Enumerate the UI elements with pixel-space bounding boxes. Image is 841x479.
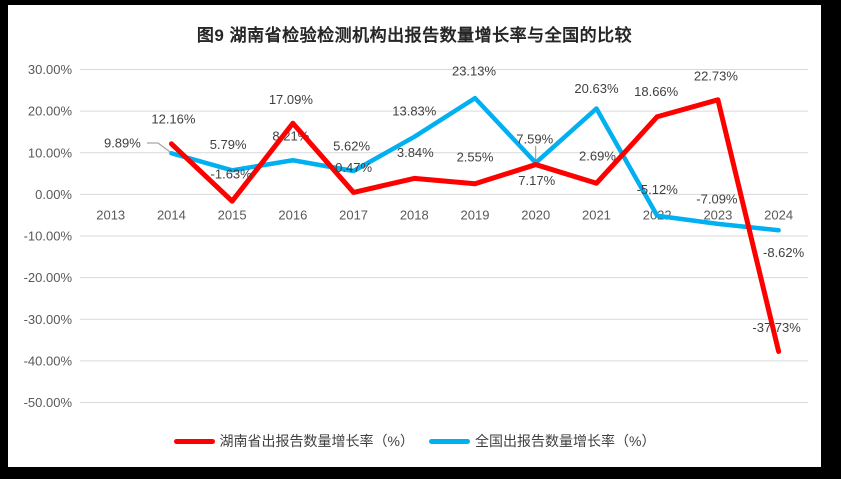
y-axis-label: -30.00% <box>24 312 73 327</box>
data-label: -5.12% <box>637 182 679 197</box>
x-axis-label: 2015 <box>218 208 247 223</box>
data-label: 5.79% <box>210 137 247 152</box>
x-axis-label: 2018 <box>400 208 429 223</box>
y-axis-label: 10.00% <box>28 145 73 160</box>
legend: 湖南省出报告数量增长率（%） 全国出报告数量增长率（%） <box>8 431 821 451</box>
x-axis-label: 2023 <box>703 208 732 223</box>
x-axis-label: 2020 <box>521 208 550 223</box>
legend-label-national: 全国出报告数量增长率（%） <box>475 433 656 449</box>
data-label: 20.63% <box>574 81 619 96</box>
y-axis-label: -20.00% <box>24 270 73 285</box>
x-axis-label: 2019 <box>461 208 490 223</box>
y-axis-label: -50.00% <box>24 395 73 410</box>
data-label: 22.73% <box>694 68 739 83</box>
legend-swatch-hunan-icon <box>173 438 215 444</box>
data-label: 0.47% <box>335 160 372 175</box>
data-label: 13.83% <box>392 103 437 118</box>
data-label: -1.63% <box>211 167 253 182</box>
x-axis-label: 2021 <box>582 208 611 223</box>
series-line-hunan[interactable] <box>168 97 782 354</box>
data-label: -7.09% <box>696 191 738 206</box>
data-label: 2.55% <box>457 149 494 164</box>
x-axis-label: 2013 <box>96 208 125 223</box>
y-axis-label: -40.00% <box>24 353 73 368</box>
data-label: 7.59% <box>516 131 553 146</box>
data-label: 9.89% <box>104 136 141 151</box>
data-label: 5.62% <box>333 139 370 154</box>
legend-item-hunan[interactable]: 湖南省出报告数量增长率（%） <box>173 431 414 451</box>
legend-swatch-national-icon <box>429 438 470 444</box>
y-axis-label: 30.00% <box>28 62 73 77</box>
data-label: 18.66% <box>634 84 679 99</box>
x-axis-label: 2024 <box>764 208 793 223</box>
data-label: 17.09% <box>269 92 314 107</box>
data-label: -37.73% <box>752 320 801 335</box>
legend-item-national[interactable]: 全国出报告数量增长率（%） <box>429 431 655 451</box>
y-axis-label: 20.00% <box>28 104 73 119</box>
data-label: 23.13% <box>452 64 497 79</box>
label-leader-line <box>147 142 171 153</box>
data-label: 3.84% <box>397 145 434 160</box>
data-label: 2.69% <box>579 149 616 164</box>
y-axis-label: -10.00% <box>24 229 73 244</box>
x-axis-label: 2017 <box>339 208 368 223</box>
data-label: 12.16% <box>151 111 196 126</box>
x-axis-label: 2014 <box>157 208 186 223</box>
data-label: 7.17% <box>518 173 555 188</box>
series-line-national[interactable] <box>169 95 781 233</box>
x-axis-label: 2016 <box>278 208 307 223</box>
y-axis-label: 0.00% <box>35 187 72 202</box>
chart-title: 图9 湖南省检验检测机构出报告数量增长率与全国的比较 <box>196 26 633 45</box>
legend-label-hunan: 湖南省出报告数量增长率（%） <box>219 433 414 449</box>
data-label: -8.62% <box>763 245 805 260</box>
